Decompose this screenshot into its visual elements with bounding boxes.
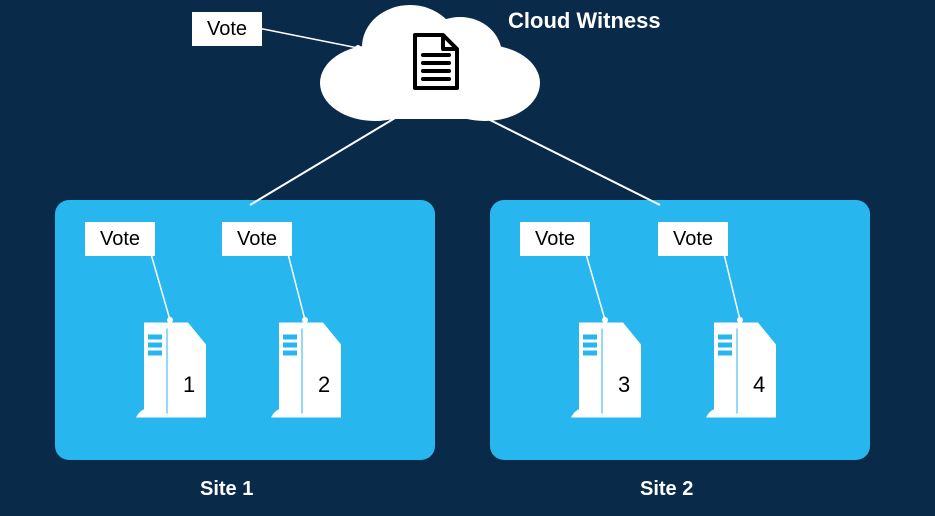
site-1-label: Site 1 <box>200 478 253 501</box>
site-2-label: Site 2 <box>640 478 693 501</box>
cloud-vote-label: Vote <box>192 12 262 46</box>
server-3-vote-connector-dot <box>602 317 608 323</box>
site-1-server-2-vote-label: Vote <box>222 222 292 256</box>
site-2-server-4-number: 4 <box>753 372 765 398</box>
document-icon <box>415 35 457 88</box>
site-1-server-1-vote-label: Vote <box>85 222 155 256</box>
server-2-icon <box>271 323 341 418</box>
site-2-server-4-vote-label: Vote <box>658 222 728 256</box>
server-2-vote-connector-dot <box>302 317 308 323</box>
server-4-icon <box>706 323 776 418</box>
site-1-server-1-number: 1 <box>183 372 195 398</box>
server-1-vote-connector-dot <box>167 317 173 323</box>
server-3-icon <box>571 323 641 418</box>
server-4-vote-connector-dot <box>737 317 743 323</box>
diagram-svg <box>0 0 935 516</box>
diagram-stage: Cloud Witness Vote Site 1 Vote Vote 1 2 … <box>0 0 935 516</box>
site-2-server-3-number: 3 <box>618 372 630 398</box>
site-1-server-2-number: 2 <box>318 372 330 398</box>
site-2-server-3-vote-label: Vote <box>520 222 590 256</box>
server-1-icon <box>136 323 206 418</box>
cloud-witness-title: Cloud Witness <box>508 8 661 34</box>
cloud-vote-connector-dot <box>355 45 361 51</box>
